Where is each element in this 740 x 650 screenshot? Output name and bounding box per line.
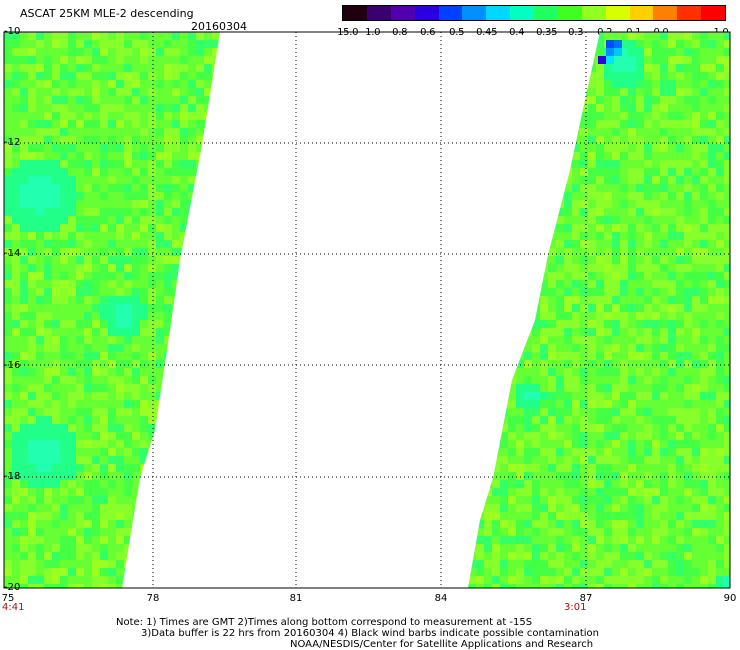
note-line-3: NOAA/NESDIS/Center for Satellite Applica… [290,639,594,650]
swath-right [468,32,730,588]
note-line-1: Note: 1) Times are GMT 2)Times along bot… [116,617,533,628]
colorbar-segment [366,6,391,20]
colorbar-segment [534,6,558,20]
colorbar-segment [510,6,534,20]
y-tick-label: -16 [4,360,21,371]
x-tick-label: 87 [579,593,593,604]
y-tick-label: -18 [4,471,21,482]
x-tick-label: 90 [723,593,737,604]
colorbar-segment [677,6,702,20]
chart-date: 20160304 [191,20,247,33]
colorbar-segment [701,6,725,20]
chart-title: ASCAT 25KM MLE-2 descending [20,7,194,20]
y-tick-label: -12 [4,137,21,148]
swath-time-left: 4:41 [2,602,25,613]
colorbar-segment [343,6,367,20]
colorbar-segment [629,6,654,20]
colorbar [342,5,726,21]
x-tick-label: 84 [434,593,448,604]
x-tick-label: 81 [289,593,303,604]
swath-left [4,32,220,588]
note-line-2: 3)Data buffer is 22 hrs from 20160304 4)… [141,628,599,639]
colorbar-segment [390,6,415,20]
colorbar-segment [581,6,606,20]
x-tick-label: 78 [146,593,160,604]
colorbar-segment [462,6,487,20]
colorbar-segment [605,6,630,20]
y-tick-label: -20 [4,582,21,593]
x-tick-label: 75 [1,593,15,604]
grid-lines [4,32,730,588]
swath-time-right: 3:01 [564,602,587,613]
y-tick-label: -14 [4,248,21,259]
colorbar-segment [414,6,439,20]
colorbar-segment [557,6,582,20]
plot-frame [3,31,731,589]
colorbar-segment [438,6,463,20]
colorbar-segment [486,6,511,20]
y-tick-label: -10 [4,26,21,37]
colorbar-segment [653,6,678,20]
